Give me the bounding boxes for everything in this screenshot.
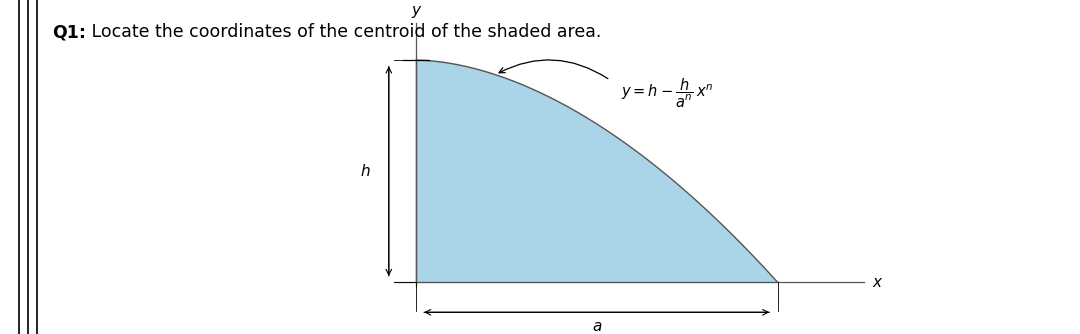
Text: Locate the coordinates of the centroid of the shaded area.: Locate the coordinates of the centroid o… bbox=[86, 23, 602, 41]
Text: h: h bbox=[361, 164, 369, 179]
Text: x: x bbox=[873, 275, 881, 290]
Text: $y = h - \dfrac{h}{a^n}\,x^n$: $y = h - \dfrac{h}{a^n}\,x^n$ bbox=[621, 77, 713, 110]
Text: a: a bbox=[592, 319, 602, 334]
Text: Q1:: Q1: bbox=[52, 23, 85, 41]
Polygon shape bbox=[416, 60, 778, 282]
Text: y: y bbox=[411, 3, 420, 18]
